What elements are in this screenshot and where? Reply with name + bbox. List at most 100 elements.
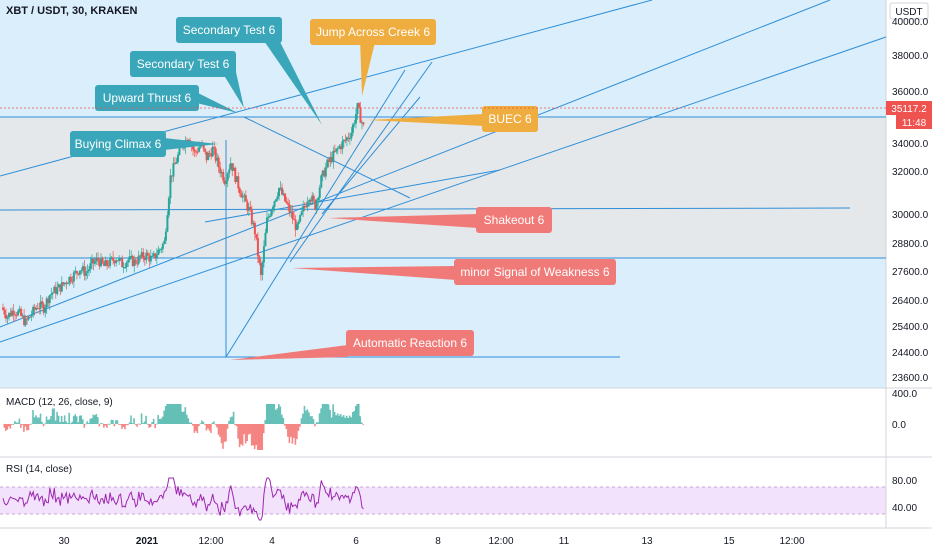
- candle-body: [351, 124, 354, 133]
- candle-body: [250, 210, 253, 225]
- macd-bar: [15, 422, 18, 424]
- current-price: 35117.2: [891, 104, 927, 115]
- macd-bar: [225, 424, 227, 442]
- candle-body: [241, 196, 244, 198]
- price-axis[interactable]: 40000.0 38000.0 36000.0 34000.0 32000.0 30000…: [892, 17, 929, 384]
- macd-bar: [240, 424, 242, 445]
- candle-body: [362, 122, 365, 125]
- macd-bar: [232, 411, 235, 424]
- macd-bar: [100, 423, 102, 424]
- candle-body: [202, 144, 205, 149]
- macd-bar: [145, 415, 147, 424]
- trend-line[interactable]: [204, 169, 501, 223]
- candle-body: [107, 265, 110, 267]
- macd-bar: [193, 424, 196, 433]
- trend-line[interactable]: [243, 116, 411, 199]
- macd-bar: [259, 424, 262, 450]
- macd-bar: [348, 415, 351, 424]
- candle-body: [154, 253, 157, 259]
- price-tick: 40000.0: [892, 17, 929, 28]
- trend-line[interactable]: [0, 0, 831, 328]
- candle-body: [193, 149, 196, 152]
- candle-body: [167, 198, 170, 216]
- currency-badge-box[interactable]: [889, 2, 929, 20]
- candle-body: [315, 200, 318, 210]
- candle-body: [176, 154, 179, 162]
- candle-body: [71, 281, 74, 283]
- time-tick: 12:00: [198, 536, 223, 547]
- macd-bar: [314, 424, 316, 427]
- time-axis[interactable]: 30 2021 12:00 4 6 8 12:00 11 13 15 12:00: [58, 536, 805, 547]
- macd-bar: [326, 404, 328, 424]
- macd-bar: [359, 416, 362, 424]
- callout-jump-across-creek[interactable]: Jump Across Creek 6: [310, 19, 436, 96]
- rsi-label[interactable]: RSI (14, close): [6, 464, 72, 475]
- macd-bar: [69, 423, 72, 425]
- macd-bar: [175, 404, 178, 424]
- macd-bar: [308, 412, 310, 424]
- callout-label: Automatic Reaction 6: [353, 336, 467, 350]
- candle-body: [271, 206, 274, 211]
- price-tick: 34000.0: [892, 139, 929, 150]
- candle-body: [21, 315, 24, 317]
- callout-label: Secondary Test 6: [183, 23, 276, 37]
- macd-bar: [50, 416, 52, 424]
- candle-body: [3, 309, 6, 315]
- callout-buying-climax[interactable]: Buying Climax 6: [70, 131, 218, 157]
- macd-bar: [341, 416, 343, 424]
- macd-bar: [77, 422, 80, 424]
- callout-automatic-reaction[interactable]: Automatic Reaction 6: [230, 330, 474, 360]
- trend-line[interactable]: [289, 61, 433, 263]
- macd-bar: [252, 424, 254, 446]
- candle-body: [158, 249, 161, 251]
- callout-secondary-test[interactable]: Secondary Test 6: [130, 51, 244, 108]
- candle-body: [252, 222, 255, 225]
- price-tick: 25400.0: [892, 322, 929, 333]
- price-tick: 24400.0: [892, 348, 929, 359]
- candle-body: [172, 163, 175, 177]
- candle-body: [89, 263, 92, 270]
- candle-body: [279, 187, 282, 189]
- callout-label: minor Signal of Weakness 6: [460, 265, 610, 279]
- macd-bar: [179, 404, 182, 424]
- macd-bar: [101, 423, 104, 425]
- trend-lines[interactable]: [0, 0, 887, 358]
- candle-body: [160, 248, 163, 250]
- trend-line[interactable]: [225, 69, 406, 358]
- macd-bar: [176, 404, 179, 424]
- callout-pointer: [292, 266, 456, 280]
- trend-line[interactable]: [0, 36, 887, 343]
- macd-tick: 0.0: [892, 420, 906, 431]
- candle-body: [104, 260, 107, 266]
- macd-bar: [345, 415, 348, 424]
- macd-bar: [65, 421, 67, 424]
- trend-line[interactable]: [321, 96, 421, 215]
- symbol-title[interactable]: XBT / USDT, 30, KRAKEN: [6, 5, 137, 17]
- candle-body: [32, 306, 35, 316]
- macd-bar: [253, 424, 256, 450]
- candle-body: [300, 211, 303, 216]
- trend-line[interactable]: [0, 207, 851, 211]
- macd-bar: [238, 424, 241, 448]
- candle-body: [278, 188, 281, 197]
- price-tick: 27600.0: [892, 267, 929, 278]
- callout-box: [346, 330, 474, 356]
- candle-body: [11, 310, 14, 316]
- candle-body: [130, 256, 133, 258]
- candle-body: [124, 267, 127, 269]
- callout-buec[interactable]: BUEC 6: [368, 106, 538, 132]
- callout-upward-thrust[interactable]: Upward Thrust 6: [95, 85, 238, 113]
- callout-secondary-test-top[interactable]: Secondary Test 6: [176, 17, 322, 125]
- callout-shakeout[interactable]: Shakeout 6: [328, 207, 552, 233]
- candle-body: [219, 167, 222, 174]
- candle-body: [161, 243, 164, 249]
- macd-bar: [18, 418, 21, 424]
- macd-bar: [330, 417, 333, 424]
- macd-bar: [285, 424, 288, 430]
- callout-minor-sow[interactable]: minor Signal of Weakness 6: [292, 259, 616, 285]
- macd-label[interactable]: MACD (12, 26, close, 9): [6, 397, 113, 408]
- macd-bar: [121, 424, 123, 429]
- candle-body: [338, 146, 341, 149]
- macd-bar: [265, 404, 268, 424]
- countdown-box: [896, 115, 932, 129]
